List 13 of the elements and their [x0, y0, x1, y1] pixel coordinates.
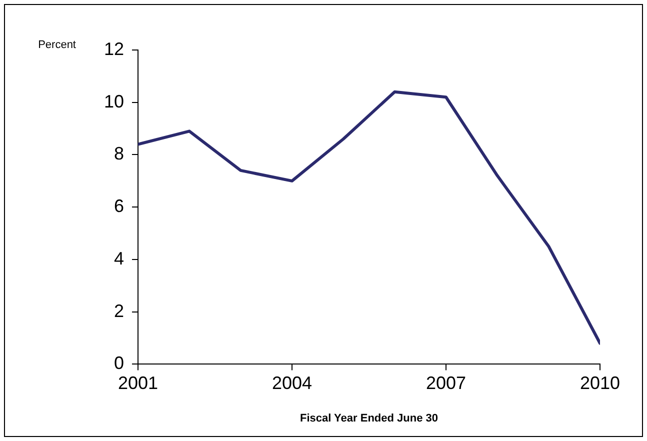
y-tick-label: 10	[104, 91, 124, 112]
x-tick-label: 2010	[580, 372, 620, 393]
y-tick-label: 2	[114, 300, 124, 321]
x-tick-label: 2004	[272, 372, 312, 393]
y-tick-label: 8	[114, 144, 124, 164]
y-axis-title: Percent	[38, 39, 76, 52]
x-axis-title: Fiscal Year Ended June 30	[300, 412, 438, 424]
y-tick-label: 4	[114, 248, 124, 268]
y-tick-label: 6	[114, 196, 124, 216]
y-tick-label: 12	[104, 38, 124, 59]
y-tick-label: 0	[114, 353, 124, 374]
x-tick-label: 2001	[118, 372, 158, 393]
x-tick-label: 2007	[426, 372, 466, 393]
